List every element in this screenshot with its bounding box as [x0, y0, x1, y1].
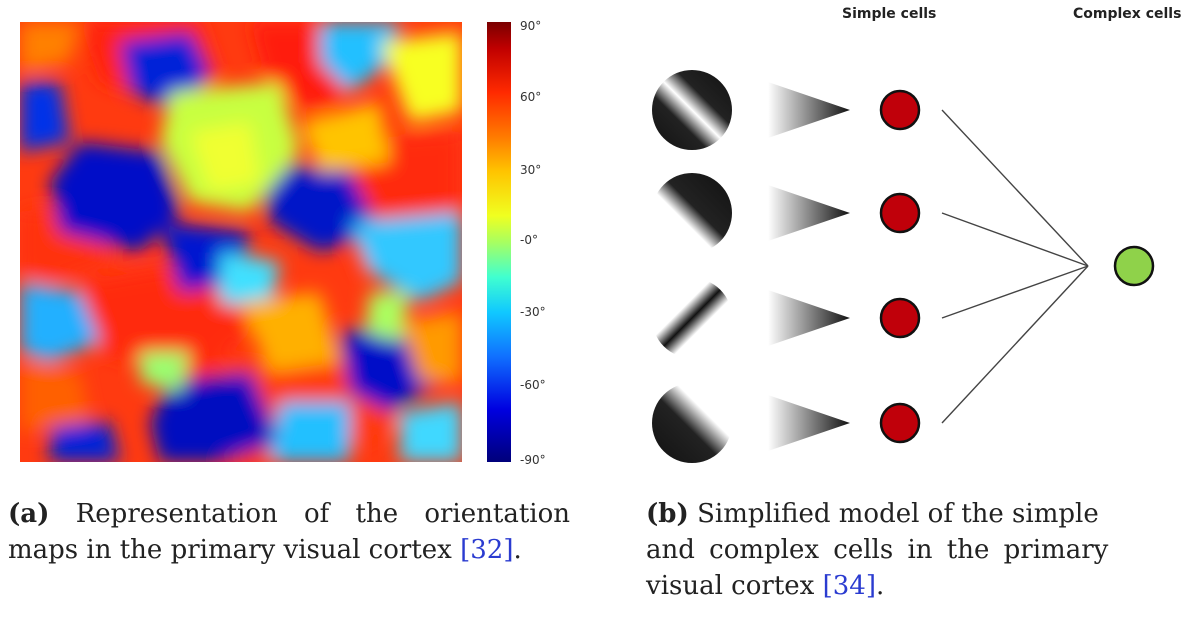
- caption-b-end: .: [875, 571, 885, 601]
- caption-b-line3: visual cortex: [646, 571, 823, 601]
- complex-cell: [1113, 245, 1155, 287]
- simple-cell: [879, 297, 921, 339]
- receptive-field-cone: [768, 82, 850, 138]
- caption-a: (a) Representation of the orientation ma…: [8, 496, 570, 568]
- colorbar-tick: -90°: [520, 453, 546, 467]
- caption-b-line1: Simplified model of the simple: [697, 499, 1099, 529]
- simple-cell: [879, 402, 921, 444]
- caption-a-label: (a): [8, 499, 50, 529]
- caption-b-line2: and complex cells in the primary: [646, 535, 1109, 565]
- simple-cell: [879, 89, 921, 131]
- colorbar-tick: -30°: [520, 305, 546, 319]
- cell-model-diagram: [652, 70, 1155, 463]
- receptive-field-cone: [768, 185, 850, 241]
- colorbar-tick: -0°: [520, 233, 538, 247]
- gabor-stimulus: [652, 173, 732, 253]
- caption-b: (b) Simplified model of the simple and c…: [646, 496, 1200, 604]
- simple-cell: [879, 192, 921, 234]
- colorbar: [487, 22, 511, 462]
- gabor-stimulus: [652, 70, 732, 150]
- citation-link[interactable]: [34]: [822, 571, 876, 601]
- receptive-field-cone: [768, 395, 850, 451]
- caption-a-text: Representation of the orientation maps i…: [8, 499, 570, 565]
- colorbar-tick: 90°: [520, 19, 542, 33]
- citation-link[interactable]: [32]: [460, 535, 514, 565]
- colorbar-tick: 30°: [520, 163, 542, 177]
- simple-cells-label: Simple cells: [842, 6, 937, 22]
- gabor-stimulus: [652, 383, 732, 463]
- colorbar-tick: -60°: [520, 378, 546, 392]
- colorbar-tick: 60°: [520, 90, 542, 104]
- caption-b-label: (b): [646, 499, 689, 529]
- complex-cells-label: Complex cells: [1073, 6, 1182, 22]
- receptive-field-cone: [768, 290, 850, 346]
- orientation-map: [20, 22, 462, 462]
- caption-a-end: .: [513, 535, 522, 565]
- gabor-stimulus: [652, 278, 732, 358]
